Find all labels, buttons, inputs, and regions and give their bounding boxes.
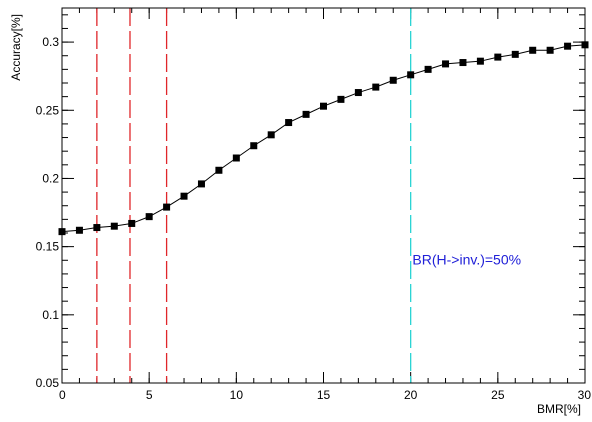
data-point xyxy=(267,131,275,139)
plot-frame xyxy=(61,7,586,384)
data-point xyxy=(337,95,345,103)
data-point xyxy=(250,142,258,150)
reference-lines xyxy=(96,8,412,383)
data-point xyxy=(163,203,171,211)
data-point xyxy=(459,59,467,67)
series-line xyxy=(61,44,586,233)
data-point xyxy=(424,65,432,73)
y-tick-label: 0.15 xyxy=(36,240,60,254)
data-point xyxy=(180,192,188,200)
data-point xyxy=(232,154,240,162)
x-tick-label: 30 xyxy=(578,388,592,402)
data-point xyxy=(93,224,101,232)
y-tick-label: 0.05 xyxy=(36,376,60,390)
x-tick-label: 15 xyxy=(317,388,331,402)
data-point xyxy=(354,89,362,97)
x-tick-label: 5 xyxy=(146,388,153,402)
y-tick-labels: 0.05 0.1 0.15 0.2 0.25 0.3 xyxy=(36,35,60,390)
data-point xyxy=(197,180,205,188)
data-markers xyxy=(58,41,589,236)
data-point xyxy=(145,213,153,221)
data-point xyxy=(389,76,397,84)
x-tick-label: 10 xyxy=(230,388,244,402)
x-axis-title: BMR[%] xyxy=(537,402,581,416)
data-point xyxy=(110,222,118,230)
data-point xyxy=(407,71,415,79)
x-tick-labels: 0 5 10 15 20 25 30 xyxy=(59,388,591,402)
data-series xyxy=(61,44,586,233)
data-point xyxy=(215,166,223,174)
major-ticks xyxy=(61,8,586,384)
y-tick-label: 0.1 xyxy=(42,308,59,322)
data-point xyxy=(494,53,502,61)
y-tick-label: 0.3 xyxy=(42,35,59,49)
y-tick-label: 0.25 xyxy=(36,103,60,117)
data-point xyxy=(128,219,136,227)
data-point xyxy=(75,226,83,234)
data-point xyxy=(564,42,572,50)
y-axis-title: Accuracy[%] xyxy=(9,14,23,81)
data-point xyxy=(511,50,519,58)
data-point xyxy=(442,60,450,68)
data-point xyxy=(320,102,327,110)
data-point xyxy=(529,46,537,54)
data-point xyxy=(546,46,554,54)
minor-ticks xyxy=(61,8,586,384)
x-tick-label: 25 xyxy=(491,388,505,402)
data-point xyxy=(476,57,484,65)
data-point xyxy=(285,119,293,127)
annotation-label: BR(H->inv.)=50% xyxy=(412,251,521,267)
x-tick-label: 20 xyxy=(404,388,418,402)
y-tick-label: 0.2 xyxy=(42,171,59,185)
data-point xyxy=(372,83,380,91)
x-tick-label: 0 xyxy=(59,388,66,402)
data-point xyxy=(302,110,310,118)
